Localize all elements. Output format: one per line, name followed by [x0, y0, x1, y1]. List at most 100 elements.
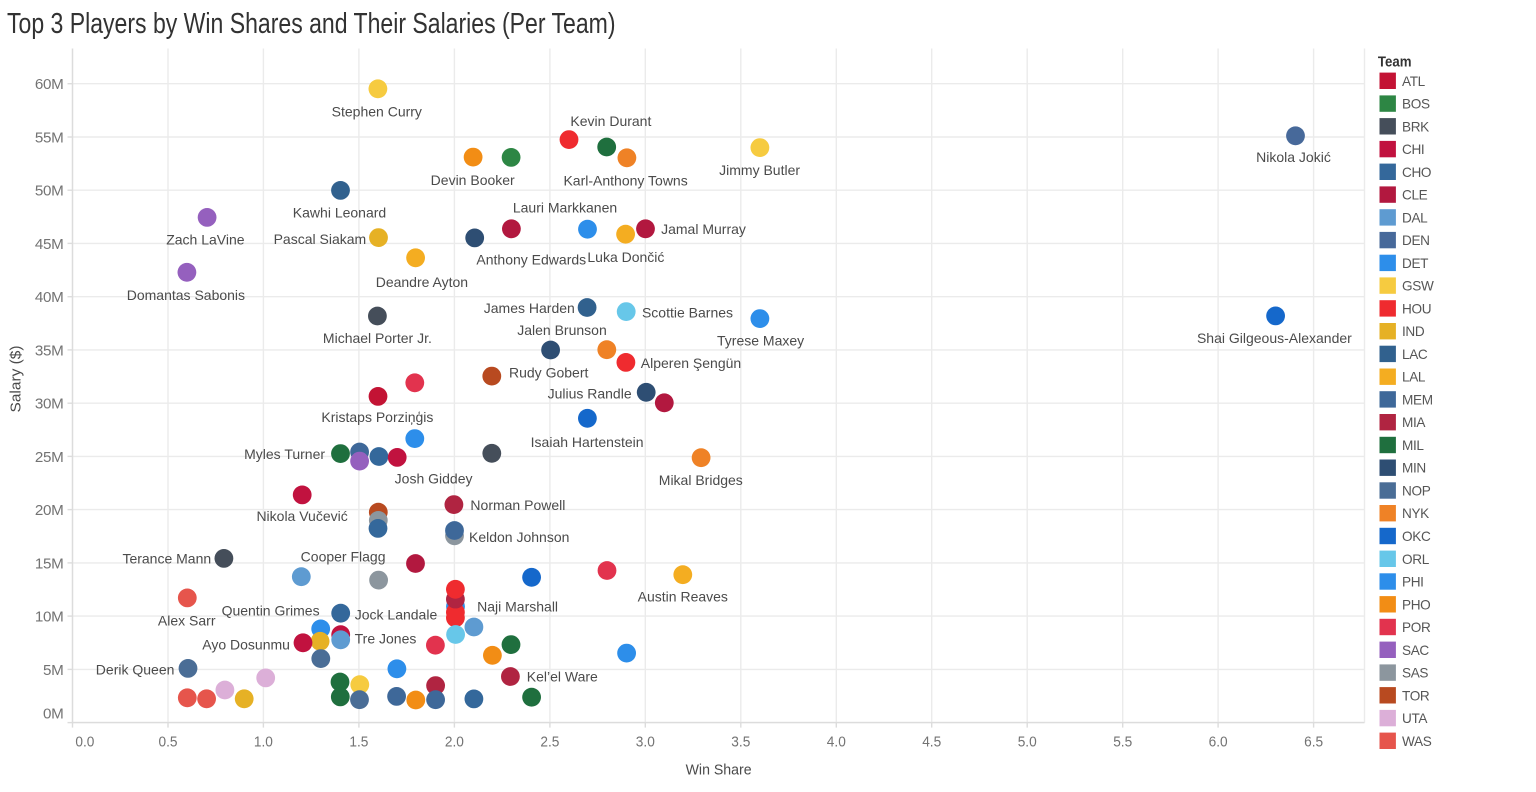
svg-text:0M: 0M [43, 706, 64, 723]
svg-text:Kevin Durant: Kevin Durant [570, 113, 651, 129]
svg-text:Alperen Şengün: Alperen Şengün [641, 355, 741, 371]
svg-text:5.0: 5.0 [1018, 734, 1037, 751]
svg-text:3.5: 3.5 [731, 734, 750, 751]
svg-text:UTA: UTA [1402, 711, 1428, 726]
svg-text:ORL: ORL [1402, 552, 1430, 567]
svg-text:Michael Porter Jr.: Michael Porter Jr. [323, 330, 432, 346]
svg-text:Anthony Edwards: Anthony Edwards [476, 252, 586, 268]
svg-text:Jalen Brunson: Jalen Brunson [517, 322, 607, 338]
svg-text:Nikola Jokić: Nikola Jokić [1256, 149, 1331, 165]
svg-text:0.5: 0.5 [159, 734, 178, 751]
svg-text:WAS: WAS [1402, 734, 1432, 749]
svg-text:25M: 25M [35, 449, 64, 466]
svg-text:SAS: SAS [1402, 666, 1428, 681]
svg-text:PHO: PHO [1402, 597, 1430, 612]
svg-text:TOR: TOR [1402, 688, 1430, 703]
svg-text:Tyrese Maxey: Tyrese Maxey [717, 333, 804, 349]
svg-text:50M: 50M [35, 183, 64, 200]
svg-text:Kawhi Leonard: Kawhi Leonard [293, 204, 386, 220]
svg-text:6.0: 6.0 [1209, 734, 1228, 751]
svg-text:Quentin Grimes: Quentin Grimes [222, 602, 320, 618]
svg-text:4.5: 4.5 [922, 734, 941, 751]
svg-text:Domantas Sabonis: Domantas Sabonis [127, 287, 245, 303]
svg-text:CHI: CHI [1402, 142, 1424, 157]
svg-text:60M: 60M [35, 76, 64, 93]
svg-text:2.5: 2.5 [540, 734, 559, 751]
svg-text:Shai Gilgeous-Alexander: Shai Gilgeous-Alexander [1197, 330, 1352, 346]
svg-text:Jock Landale: Jock Landale [355, 607, 438, 623]
svg-text:ATL: ATL [1402, 74, 1426, 89]
svg-text:SAC: SAC [1402, 643, 1429, 658]
svg-text:NOP: NOP [1402, 484, 1431, 499]
svg-text:Austin Reaves: Austin Reaves [638, 589, 728, 605]
svg-text:Stephen Curry: Stephen Curry [332, 103, 422, 119]
svg-text:MEM: MEM [1402, 392, 1433, 407]
svg-text:Team: Team [1378, 55, 1412, 71]
svg-text:Scottie Barnes: Scottie Barnes [642, 305, 733, 321]
svg-text:3.0: 3.0 [636, 734, 655, 751]
svg-text:0.0: 0.0 [75, 734, 94, 751]
svg-text:NYK: NYK [1402, 506, 1429, 521]
svg-text:Alex Sarr: Alex Sarr [158, 612, 216, 628]
svg-text:LAL: LAL [1402, 370, 1426, 385]
svg-text:Kel’el Ware: Kel’el Ware [527, 668, 598, 684]
svg-text:Isaiah Hartenstein: Isaiah Hartenstein [531, 434, 644, 450]
svg-text:BOS: BOS [1402, 97, 1430, 112]
svg-text:Keldon Johnson: Keldon Johnson [469, 529, 569, 545]
svg-text:Deandre Ayton: Deandre Ayton [376, 274, 468, 290]
svg-text:GSW: GSW [1402, 279, 1434, 294]
svg-text:Salary ($): Salary ($) [8, 346, 24, 413]
svg-text:Jamal Murray: Jamal Murray [661, 221, 746, 237]
svg-text:PHI: PHI [1402, 575, 1424, 590]
svg-text:Naji Marshall: Naji Marshall [477, 599, 558, 615]
svg-text:BRK: BRK [1402, 119, 1429, 134]
svg-text:Myles Turner: Myles Turner [244, 446, 325, 462]
svg-text:MIL: MIL [1402, 438, 1424, 453]
svg-text:Zach LaVine: Zach LaVine [166, 232, 245, 248]
svg-text:55M: 55M [35, 130, 64, 147]
svg-text:Lauri Markkanen: Lauri Markkanen [513, 200, 617, 216]
svg-text:CHO: CHO [1402, 165, 1431, 180]
svg-text:Top 3 Players by Win Shares an: Top 3 Players by Win Shares and Their Sa… [7, 8, 616, 40]
svg-text:Karl-Anthony Towns: Karl-Anthony Towns [563, 172, 687, 188]
svg-text:4.0: 4.0 [827, 734, 846, 751]
svg-text:Ayo Dosunmu: Ayo Dosunmu [202, 636, 290, 652]
svg-text:Pascal Siakam: Pascal Siakam [274, 231, 367, 247]
svg-text:15M: 15M [35, 555, 64, 572]
svg-text:45M: 45M [35, 236, 64, 253]
svg-text:Tre Jones: Tre Jones [355, 631, 417, 647]
svg-text:MIA: MIA [1402, 415, 1426, 430]
svg-text:Mikal Bridges: Mikal Bridges [659, 472, 743, 488]
svg-text:DAL: DAL [1402, 210, 1428, 225]
svg-text:OKC: OKC [1402, 529, 1431, 544]
svg-text:Luka Dončić: Luka Dončić [587, 249, 664, 265]
svg-text:MIN: MIN [1402, 461, 1426, 476]
svg-text:5M: 5M [43, 662, 64, 679]
svg-text:Devin Booker: Devin Booker [431, 172, 515, 188]
svg-text:Terance Mann: Terance Mann [122, 551, 211, 567]
svg-text:Julius Randle: Julius Randle [548, 386, 632, 402]
svg-text:30M: 30M [35, 396, 64, 413]
svg-text:CLE: CLE [1402, 188, 1428, 203]
svg-text:HOU: HOU [1402, 301, 1431, 316]
svg-text:Win Share: Win Share [686, 762, 752, 778]
svg-text:1.5: 1.5 [349, 734, 368, 751]
svg-text:Derik Queen: Derik Queen [96, 661, 175, 677]
svg-text:POR: POR [1402, 620, 1431, 635]
svg-text:IND: IND [1402, 324, 1425, 339]
svg-text:Rudy Gobert: Rudy Gobert [509, 364, 588, 380]
svg-text:Cooper Flagg: Cooper Flagg [301, 548, 386, 564]
svg-text:Josh Giddey: Josh Giddey [395, 471, 473, 487]
svg-text:Nikola Vučević: Nikola Vučević [256, 508, 347, 524]
svg-text:1.0: 1.0 [254, 734, 273, 751]
svg-text:6.5: 6.5 [1304, 734, 1323, 751]
svg-text:Kristaps Porziņģis: Kristaps Porziņģis [321, 409, 433, 425]
svg-text:10M: 10M [35, 609, 64, 626]
svg-text:LAC: LAC [1402, 347, 1428, 362]
svg-text:James Harden: James Harden [484, 300, 575, 316]
svg-text:Norman Powell: Norman Powell [470, 497, 565, 513]
svg-text:5.5: 5.5 [1113, 734, 1132, 751]
svg-text:DET: DET [1402, 256, 1428, 271]
svg-text:20M: 20M [35, 502, 64, 519]
svg-text:2.0: 2.0 [445, 734, 464, 751]
